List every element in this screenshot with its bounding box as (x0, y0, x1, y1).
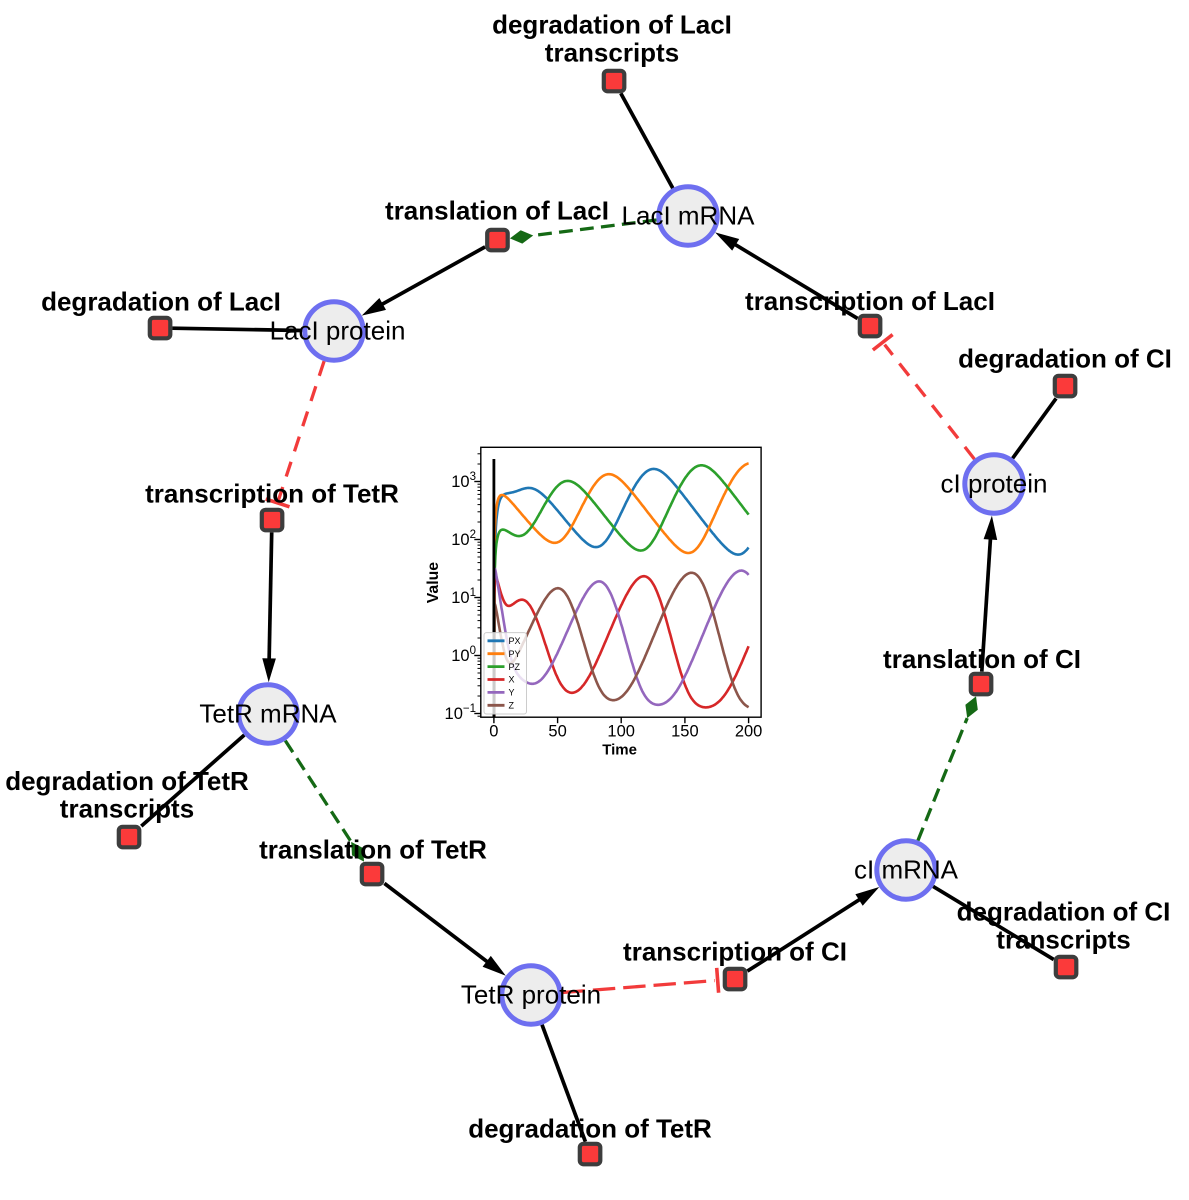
svg-text:102: 102 (451, 529, 476, 549)
svg-text:degradation of CI: degradation of CI (957, 897, 1171, 927)
svg-text:transcription of CI: transcription of CI (623, 937, 847, 967)
svg-text:200: 200 (735, 723, 763, 741)
svg-text:LacI protein: LacI protein (270, 316, 406, 346)
svg-text:50: 50 (548, 723, 566, 741)
svg-text:transcripts: transcripts (996, 925, 1130, 955)
svg-text:101: 101 (451, 587, 476, 607)
svg-text:Z: Z (509, 701, 515, 711)
svg-text:transcription of TetR: transcription of TetR (145, 479, 399, 509)
svg-text:transcription of LacI: transcription of LacI (745, 286, 995, 316)
svg-text:translation of LacI: translation of LacI (385, 196, 609, 226)
svg-text:Y: Y (509, 688, 515, 698)
svg-text:TetR mRNA: TetR mRNA (199, 699, 337, 729)
svg-text:100: 100 (451, 645, 476, 665)
svg-text:Value: Value (425, 562, 442, 603)
svg-text:150: 150 (671, 723, 699, 741)
svg-text:degradation of CI: degradation of CI (958, 344, 1172, 374)
svg-text:translation of CI: translation of CI (883, 644, 1081, 674)
svg-text:TetR protein: TetR protein (461, 980, 601, 1010)
svg-text:translation of TetR: translation of TetR (259, 835, 487, 865)
svg-text:transcripts: transcripts (60, 794, 194, 824)
svg-text:X: X (509, 675, 515, 685)
svg-text:degradation of LacI: degradation of LacI (492, 10, 732, 40)
svg-text:PY: PY (509, 649, 521, 659)
svg-text:PZ: PZ (509, 662, 521, 672)
svg-text:10−1: 10−1 (445, 703, 476, 723)
svg-text:0: 0 (489, 723, 498, 741)
svg-text:Time: Time (602, 742, 637, 759)
svg-text:degradation of TetR: degradation of TetR (468, 1114, 712, 1144)
svg-text:PX: PX (509, 636, 521, 646)
svg-text:LacI mRNA: LacI mRNA (622, 201, 756, 231)
svg-text:103: 103 (451, 471, 476, 491)
svg-text:cI mRNA: cI mRNA (854, 855, 959, 885)
svg-text:degradation of TetR: degradation of TetR (5, 766, 249, 796)
svg-text:transcripts: transcripts (545, 38, 679, 68)
svg-text:100: 100 (607, 723, 635, 741)
svg-text:cI protein: cI protein (941, 469, 1048, 499)
svg-text:degradation of LacI: degradation of LacI (41, 287, 281, 317)
